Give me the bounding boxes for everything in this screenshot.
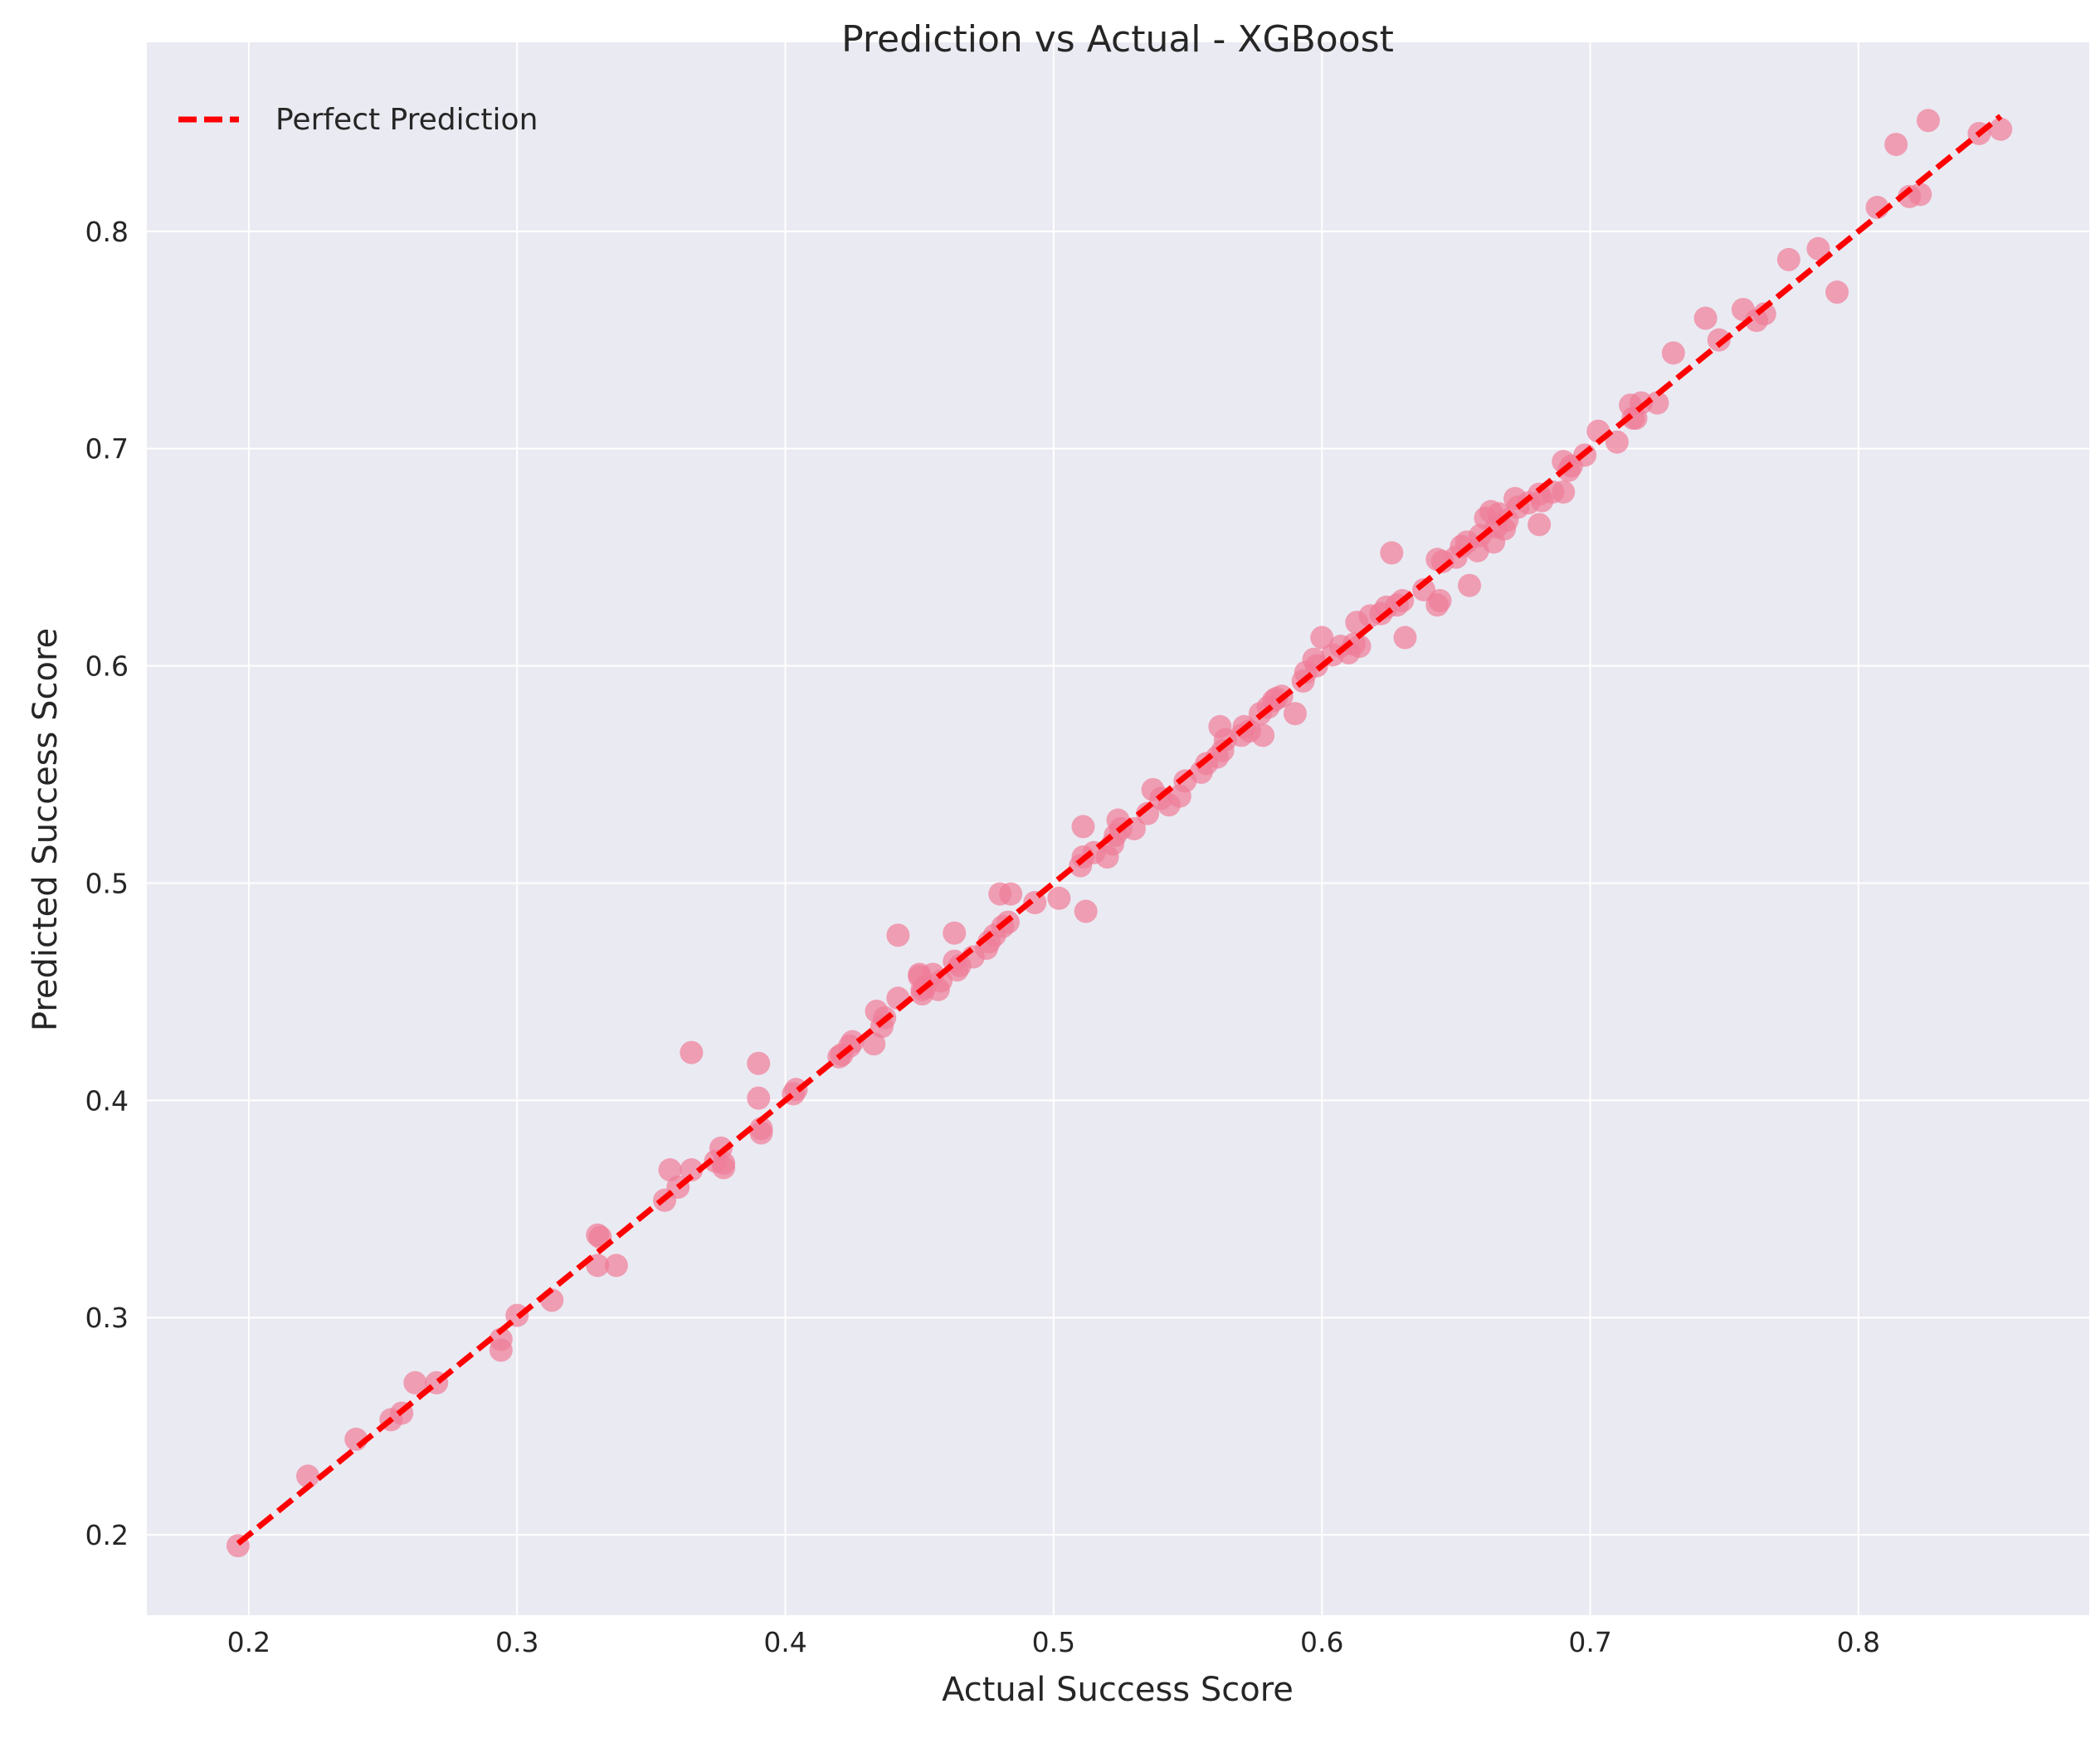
scatter-point bbox=[1283, 702, 1307, 726]
y-tick-label: 0.7 bbox=[85, 433, 129, 465]
legend-label: Perfect Prediction bbox=[275, 103, 538, 137]
scatter-point bbox=[943, 921, 967, 945]
scatter-point bbox=[1458, 573, 1482, 597]
scatter-point bbox=[1136, 801, 1160, 825]
scatter-point bbox=[1393, 626, 1417, 650]
x-tick-label: 0.4 bbox=[763, 1626, 806, 1658]
scatter-point bbox=[1071, 815, 1095, 839]
scatter-point bbox=[886, 923, 910, 947]
scatter-point bbox=[862, 1032, 886, 1056]
scatter-point bbox=[1825, 280, 1849, 304]
scatter-point bbox=[1989, 117, 2013, 141]
scatter-point bbox=[403, 1370, 427, 1395]
y-tick-label: 0.3 bbox=[85, 1302, 129, 1334]
scatter-point bbox=[1916, 109, 1940, 133]
scatter-point bbox=[1908, 183, 1932, 207]
y-axis-label: Predicted Success Score bbox=[27, 628, 65, 1031]
scatter-point bbox=[1693, 306, 1718, 330]
y-tick-label: 0.4 bbox=[85, 1084, 129, 1117]
scatter-point bbox=[749, 1117, 773, 1141]
scatter-point bbox=[747, 1051, 771, 1075]
x-tick-label: 0.6 bbox=[1300, 1626, 1343, 1658]
scatter-point bbox=[1776, 247, 1800, 271]
scatter-point bbox=[1074, 899, 1098, 923]
scatter-point bbox=[489, 1327, 513, 1351]
scatter-point bbox=[1047, 886, 1071, 910]
scatter-point bbox=[1310, 626, 1334, 650]
scatter-point bbox=[1752, 302, 1776, 326]
x-tick-label: 0.2 bbox=[227, 1626, 270, 1658]
tick-labels: 0.2 0.3 0.4 0.5 0.6 0.7 0.8 0.2 0.3 0.4 0.5 0.6 0.7 0… bbox=[85, 216, 1881, 1658]
scatter-point bbox=[658, 1158, 682, 1182]
scatter-point bbox=[1645, 391, 1669, 415]
y-tick-label: 0.6 bbox=[85, 650, 129, 683]
x-tick-label: 0.5 bbox=[1032, 1626, 1075, 1658]
x-tick-label: 0.3 bbox=[495, 1626, 538, 1658]
scatter-point bbox=[712, 1156, 736, 1180]
x-tick-label: 0.7 bbox=[1568, 1626, 1611, 1658]
scatter-point bbox=[1806, 236, 1830, 260]
scatter-point bbox=[747, 1086, 771, 1110]
x-axis-label: Actual Success Score bbox=[942, 1671, 1294, 1709]
scatter-point bbox=[1707, 328, 1731, 352]
reference-line-layer bbox=[236, 114, 2003, 1546]
x-tick-label: 0.8 bbox=[1837, 1626, 1880, 1658]
legend: Perfect Prediction bbox=[178, 103, 538, 137]
y-tick-label: 0.8 bbox=[85, 216, 129, 248]
scatter-point bbox=[1552, 480, 1576, 504]
scatter-point bbox=[1347, 635, 1372, 659]
grid-lines bbox=[147, 42, 2089, 1615]
scatter-point bbox=[1884, 133, 1908, 157]
y-tick-label: 0.2 bbox=[85, 1519, 129, 1551]
scatter-point bbox=[1380, 541, 1404, 565]
y-tick-label: 0.5 bbox=[85, 867, 129, 899]
scatter-point bbox=[296, 1464, 320, 1488]
scatter-point bbox=[1428, 589, 1452, 613]
scatter-point bbox=[1251, 723, 1275, 747]
scatter-point bbox=[1630, 391, 1654, 415]
scatter-point bbox=[604, 1254, 628, 1278]
scatter-point bbox=[680, 1040, 704, 1064]
scatter-point bbox=[680, 1158, 704, 1182]
chart-title: Prediction vs Actual - XGBoost bbox=[841, 18, 1394, 61]
scatter-point bbox=[1661, 341, 1685, 365]
perfect-prediction-line bbox=[236, 114, 2003, 1546]
scatter-point bbox=[1605, 430, 1629, 454]
scatter-point bbox=[1527, 513, 1552, 537]
scatter-point bbox=[999, 882, 1023, 906]
